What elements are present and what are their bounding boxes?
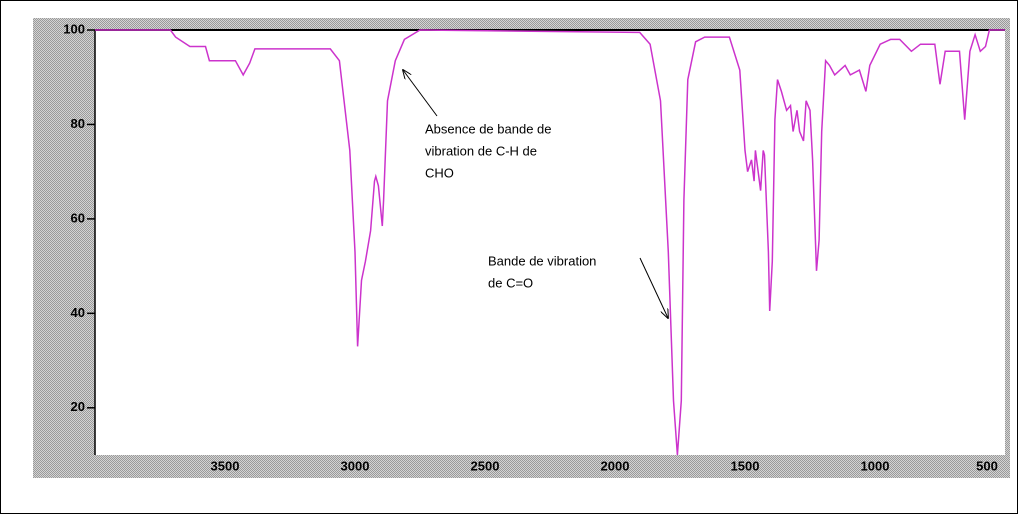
annotation-text: Bande de vibration [488,253,596,268]
x-tick-label: 1000 [861,458,890,473]
annotation-text: Absence de bande de [425,121,552,136]
x-tick-label: 1500 [731,458,760,473]
x-tick-label: 3500 [211,458,240,473]
y-tick-label: 80 [71,116,85,131]
x-tick-label: 2000 [601,458,630,473]
x-tick-label: 500 [976,458,998,473]
y-tick-label: 60 [71,210,85,225]
annotation-text: CHO [425,165,454,180]
annotation-arrow [403,70,438,117]
spectrum-line [95,29,1005,456]
annotation-text: de C=O [488,275,533,290]
y-tick-label: 20 [71,399,85,414]
y-tick-label: 100 [63,21,85,36]
x-tick-label: 3000 [341,458,370,473]
x-tick-label: 2500 [471,458,500,473]
annotation-arrow [639,257,668,318]
annotation-text: vibration de C-H de [425,143,537,158]
plot-area [95,30,1005,455]
y-tick-label: 40 [71,305,85,320]
